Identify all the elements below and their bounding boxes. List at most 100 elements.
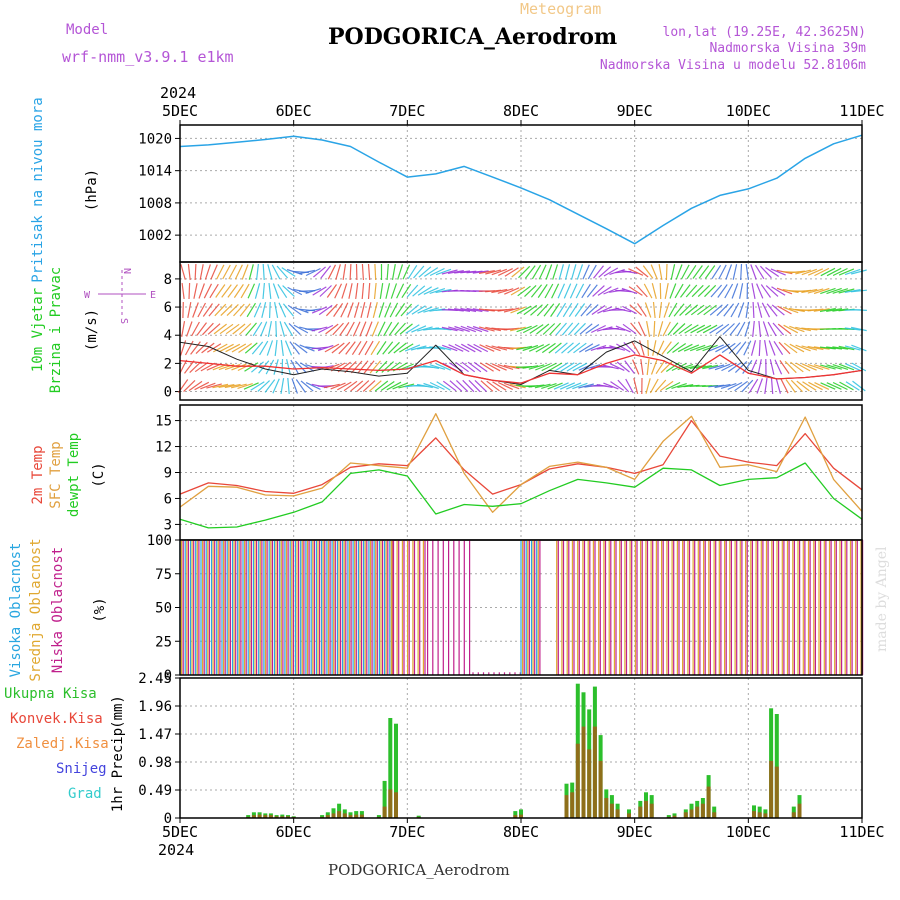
wind-arrow bbox=[826, 346, 843, 350]
wind-arrow bbox=[184, 360, 195, 374]
wind-arrow bbox=[335, 264, 341, 280]
wind-arrow bbox=[272, 378, 280, 394]
wind-arrow bbox=[351, 340, 362, 356]
wind-arrow bbox=[233, 303, 245, 317]
wind-arrow bbox=[318, 324, 334, 334]
wind-arrow bbox=[750, 340, 757, 356]
wind-arrow bbox=[677, 343, 693, 353]
wind-arrow bbox=[718, 264, 727, 280]
precip-conv-bar bbox=[257, 814, 262, 818]
wind-arrow bbox=[213, 323, 227, 335]
wind-arrow bbox=[674, 283, 684, 299]
wind-arrow bbox=[596, 384, 613, 388]
wind-arrow bbox=[338, 341, 351, 355]
wind-arrow bbox=[197, 302, 207, 318]
wind-arrow bbox=[764, 378, 768, 394]
wind-arrow bbox=[479, 326, 495, 332]
wind-arrow bbox=[347, 302, 354, 318]
wind-arrow bbox=[639, 340, 645, 356]
precip-conv-bar bbox=[774, 766, 779, 818]
precip-conv-bar bbox=[342, 813, 347, 818]
wind-arrow bbox=[629, 304, 643, 316]
precip-ytick-label: 1.96 bbox=[138, 699, 172, 715]
wind-arrow bbox=[597, 286, 612, 296]
model-altitude-info: Nadmorska Visina u modelu 52.8106m bbox=[600, 58, 866, 73]
wind-arrow bbox=[479, 362, 494, 372]
wind-arrow bbox=[350, 380, 364, 392]
wind-arrow bbox=[547, 382, 563, 390]
wind-arrow bbox=[410, 345, 427, 351]
wind-arrow bbox=[447, 270, 464, 274]
wind-arrow bbox=[251, 341, 264, 355]
wind-arrow bbox=[503, 327, 520, 331]
wind-arrow bbox=[220, 303, 233, 317]
wind-arrow bbox=[644, 302, 652, 318]
wind-arrow bbox=[671, 383, 687, 389]
wind-arrow bbox=[393, 342, 407, 354]
pressure-ytick-label: 1008 bbox=[138, 196, 172, 212]
wind-arrow bbox=[455, 379, 469, 393]
bottom-date-axis: 5DEC 6DEC 7DEC 8DEC 9DEC 10DEC 11DEC bbox=[162, 818, 885, 841]
precip-conv-bar bbox=[359, 814, 364, 818]
wind-arrow bbox=[291, 378, 298, 394]
precip-conv-bar bbox=[564, 795, 569, 818]
wind-arrow bbox=[395, 303, 406, 317]
wind-arrow bbox=[366, 302, 372, 318]
wind-arrow bbox=[367, 263, 371, 281]
precip-total-bar bbox=[382, 780, 387, 818]
wind-arrow bbox=[454, 308, 471, 312]
temperature-ytick-label: 6 bbox=[164, 491, 172, 507]
wind-arrow bbox=[187, 263, 191, 281]
precip-total-bar bbox=[394, 723, 398, 818]
wind-arrow bbox=[536, 303, 549, 317]
wind-arrow bbox=[715, 323, 730, 335]
wind-arrow bbox=[566, 362, 581, 372]
wind-arrow bbox=[287, 377, 290, 395]
wind-arrow bbox=[672, 323, 686, 335]
wind-arrow bbox=[672, 343, 687, 353]
wind-arrow bbox=[616, 361, 630, 373]
wind-arrow bbox=[516, 305, 532, 315]
wind-arrow bbox=[268, 283, 272, 299]
wind-arrow bbox=[299, 362, 315, 372]
precip-total-bar bbox=[513, 811, 518, 818]
wind-arrow bbox=[637, 303, 647, 317]
wind-arrow bbox=[832, 308, 849, 312]
wind-arrow bbox=[181, 283, 185, 299]
wind-arrow bbox=[485, 326, 502, 332]
wind-arrow bbox=[498, 381, 513, 391]
wind-arrow bbox=[256, 264, 259, 280]
wind-arrow bbox=[690, 324, 706, 334]
wind-arrow bbox=[774, 359, 783, 375]
wind-arrow bbox=[709, 324, 724, 334]
wind-arrow bbox=[480, 380, 494, 392]
wind-arrow bbox=[656, 340, 665, 356]
wind-arrow bbox=[819, 346, 836, 350]
wind-arrow bbox=[283, 321, 294, 337]
wind-arrow bbox=[591, 305, 606, 315]
wind-arrow bbox=[435, 345, 452, 351]
pressure-unit: (hPa) bbox=[84, 169, 100, 211]
precip-conv-bar bbox=[331, 813, 336, 818]
wind-arrow bbox=[683, 344, 700, 352]
cloud-ytick-label: 100 bbox=[147, 533, 172, 549]
wind-arrow bbox=[355, 283, 359, 299]
wind-arrow bbox=[467, 343, 482, 353]
wind-arrow bbox=[413, 265, 425, 279]
wind-arrow bbox=[528, 364, 545, 370]
wind-arrow bbox=[622, 323, 637, 335]
wind-arrow bbox=[460, 325, 477, 333]
wind-arrow bbox=[280, 340, 284, 356]
wind-arrow bbox=[472, 308, 489, 312]
precip-total-bar bbox=[359, 811, 364, 818]
wind-arrow bbox=[311, 306, 328, 314]
wind-arrow bbox=[436, 381, 451, 391]
wind-arrow bbox=[564, 264, 571, 280]
wind-arrow bbox=[667, 322, 679, 336]
wind-arrow bbox=[820, 364, 836, 370]
bottom-date-label: 5DEC bbox=[162, 823, 198, 841]
wind-arrow bbox=[702, 324, 718, 334]
bottom-date-label: 6DEC bbox=[276, 823, 312, 841]
wind-arrow bbox=[541, 362, 557, 372]
wind-arrow bbox=[238, 323, 252, 335]
